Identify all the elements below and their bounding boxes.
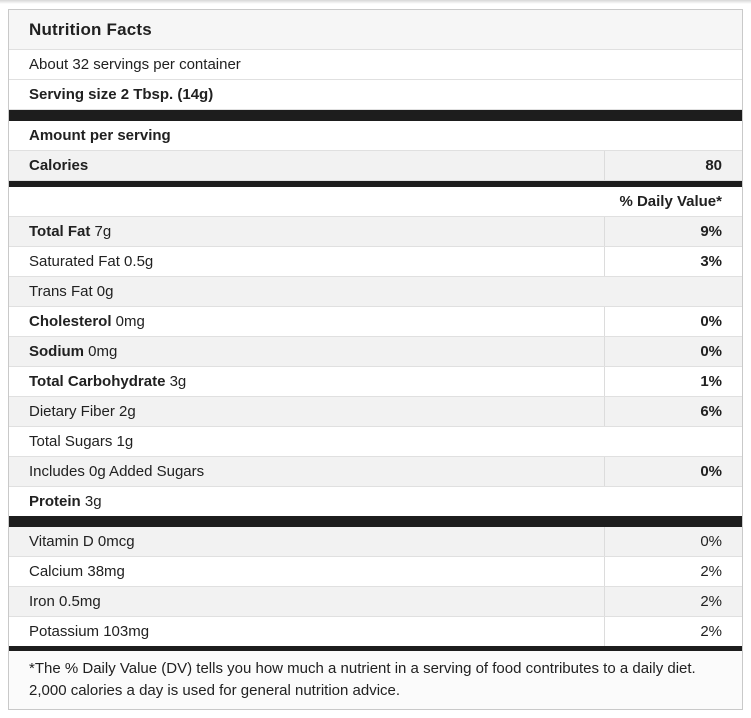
nutrient-name: Cholesterol 0mg: [9, 307, 605, 336]
nutrient-daily-value: 0%: [700, 463, 722, 480]
vitamin-row: Vitamin D 0mcg 0%: [9, 527, 742, 557]
calories-value: 80: [705, 157, 722, 174]
vitamin-daily-value: 2%: [700, 563, 722, 580]
nutrient-name: Protein 3g: [29, 493, 102, 510]
nutrient-daily-value: 0%: [700, 343, 722, 360]
serving-size-row: Serving size 2 Tbsp. (14g): [9, 80, 742, 110]
label-title: Nutrition Facts: [29, 20, 152, 39]
nutrient-name: Includes 0g Added Sugars: [9, 457, 605, 486]
nutrient-rows: Total Fat 7g 9% Saturated Fat 0.5g 3% Trans …: [9, 217, 742, 516]
nutrient-row: Sodium 0mg 0%: [9, 337, 742, 367]
nutrient-row: Saturated Fat 0.5g 3%: [9, 247, 742, 277]
label-title-row: Nutrition Facts: [9, 10, 742, 50]
vitamin-name: Potassium 103mg: [9, 617, 605, 646]
vitamin-daily-value: 0%: [700, 533, 722, 550]
nutrient-row: Cholesterol 0mg 0%: [9, 307, 742, 337]
section-divider-bar-calories: [9, 181, 742, 187]
nutrient-name: Dietary Fiber 2g: [9, 397, 605, 426]
nutrient-row: Dietary Fiber 2g 6%: [9, 397, 742, 427]
nutrient-row: Trans Fat 0g: [9, 277, 742, 307]
nutrient-row: Total Sugars 1g: [9, 427, 742, 457]
servings-per-container-row: About 32 servings per container: [9, 50, 742, 80]
servings-per-container-text: About 32 servings per container: [29, 56, 241, 73]
vitamin-name: Calcium 38mg: [9, 557, 605, 586]
amount-per-serving-text: Amount per serving: [29, 127, 171, 144]
vitamin-name: Vitamin D 0mcg: [9, 527, 605, 556]
nutrient-daily-value: 3%: [700, 253, 722, 270]
vitamin-rows: Vitamin D 0mcg 0% Calcium 38mg 2% Iron 0.5mg…: [9, 527, 742, 646]
daily-value-header-text: % Daily Value*: [619, 193, 722, 210]
daily-value-header-row: % Daily Value*: [9, 187, 742, 217]
nutrient-row: Total Carbohydrate 3g 1%: [9, 367, 742, 397]
nutrient-name: Total Carbohydrate 3g: [9, 367, 605, 396]
nutrient-row: Includes 0g Added Sugars 0%: [9, 457, 742, 487]
nutrient-name: Trans Fat 0g: [29, 283, 114, 300]
nutrient-name: Total Fat 7g: [9, 217, 605, 246]
amount-per-serving-row: Amount per serving: [9, 121, 742, 151]
nutrient-name: Saturated Fat 0.5g: [9, 247, 605, 276]
nutrient-daily-value: 9%: [700, 223, 722, 240]
nutrient-daily-value: 1%: [700, 373, 722, 390]
nutrient-row: Protein 3g: [9, 487, 742, 516]
section-divider-bar-footnote: [9, 646, 742, 651]
section-divider-bar-top: [9, 110, 742, 121]
vitamin-row: Iron 0.5mg 2%: [9, 587, 742, 617]
nutrition-facts-label: Nutrition Facts About 32 servings per co…: [8, 9, 743, 710]
vitamin-daily-value: 2%: [700, 593, 722, 610]
serving-size-text: Serving size 2 Tbsp. (14g): [29, 86, 214, 103]
page-top-edge-shadow: [0, 0, 751, 4]
vitamin-name: Iron 0.5mg: [9, 587, 605, 616]
calories-label: Calories: [9, 151, 605, 180]
footnote-row: *The % Daily Value (DV) tells you how mu…: [9, 651, 742, 709]
calories-row: Calories 80: [9, 151, 742, 181]
section-divider-bar-vitamins: [9, 516, 742, 527]
nutrient-name: Sodium 0mg: [9, 337, 605, 366]
nutrient-row: Total Fat 7g 9%: [9, 217, 742, 247]
nutrient-daily-value: 6%: [700, 403, 722, 420]
footnote-text: *The % Daily Value (DV) tells you how mu…: [29, 660, 696, 699]
vitamin-daily-value: 2%: [700, 623, 722, 640]
nutrient-name: Total Sugars 1g: [29, 433, 134, 450]
vitamin-row: Potassium 103mg 2%: [9, 617, 742, 646]
nutrient-daily-value: 0%: [700, 313, 722, 330]
vitamin-row: Calcium 38mg 2%: [9, 557, 742, 587]
